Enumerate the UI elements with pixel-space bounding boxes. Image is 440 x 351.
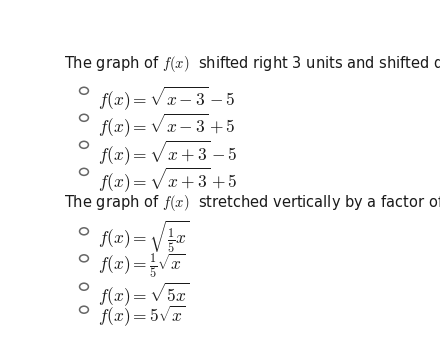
Text: $f(x) = \sqrt{x-3} + 5$: $f(x) = \sqrt{x-3} + 5$: [98, 111, 235, 139]
Text: The graph of $f(x)$  stretched vertically by a factor of 5.: The graph of $f(x)$ stretched vertically…: [63, 193, 440, 213]
Circle shape: [80, 114, 88, 121]
Text: $f(x) = \sqrt{\frac{1}{5}x}$: $f(x) = \sqrt{\frac{1}{5}x}$: [98, 219, 190, 255]
Circle shape: [80, 87, 88, 94]
Text: $f(x) = \sqrt{5x}$: $f(x) = \sqrt{5x}$: [98, 280, 189, 308]
Circle shape: [80, 255, 88, 262]
Circle shape: [80, 168, 88, 176]
Text: $f(x) = \sqrt{x+3} - 5$: $f(x) = \sqrt{x+3} - 5$: [98, 138, 237, 167]
Text: $f(x) = \frac{1}{5}\sqrt{x}$: $f(x) = \frac{1}{5}\sqrt{x}$: [98, 252, 185, 280]
Text: $f(x) = \sqrt{x+3} + 5$: $f(x) = \sqrt{x+3} + 5$: [98, 165, 237, 194]
Circle shape: [80, 306, 88, 313]
Circle shape: [80, 228, 88, 235]
Text: The graph of $f(x)$  shifted right 3 units and shifted down 5 units.: The graph of $f(x)$ shifted right 3 unit…: [63, 54, 440, 74]
Text: $f(x) = 5\sqrt{x}$: $f(x) = 5\sqrt{x}$: [98, 303, 185, 328]
Text: $f(x) = \sqrt{x-3} - 5$: $f(x) = \sqrt{x-3} - 5$: [98, 84, 235, 112]
Circle shape: [80, 283, 88, 290]
Circle shape: [80, 141, 88, 148]
